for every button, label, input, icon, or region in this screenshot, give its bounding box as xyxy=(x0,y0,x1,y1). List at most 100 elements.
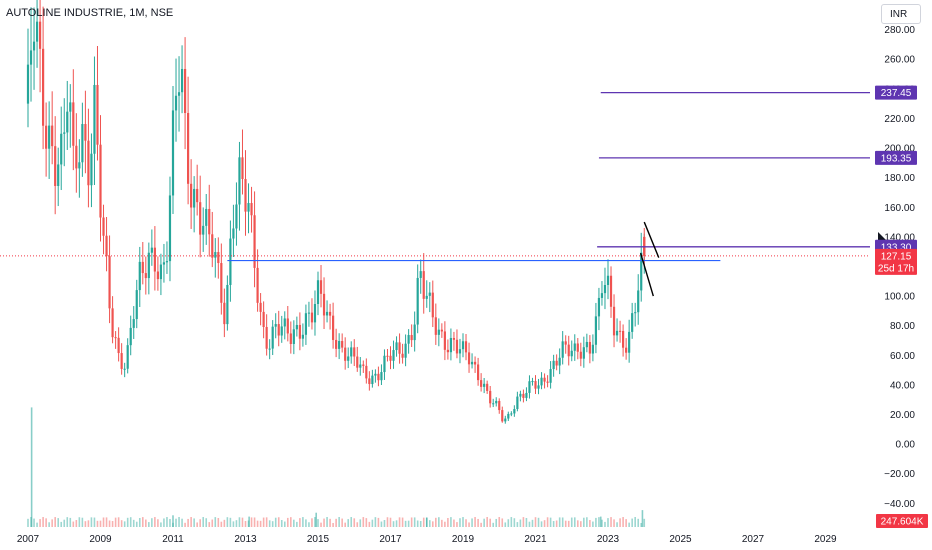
candle-body xyxy=(132,319,135,328)
candle-body xyxy=(631,313,634,332)
volume-bar xyxy=(592,521,594,527)
volume-bar xyxy=(534,517,537,527)
candle-body xyxy=(507,413,510,419)
candle-body xyxy=(606,275,610,286)
candle-body xyxy=(516,396,519,410)
volume-bar xyxy=(323,518,325,527)
volume-bar xyxy=(175,518,177,527)
volume-bar xyxy=(108,520,111,527)
trend-lines[interactable] xyxy=(639,221,886,297)
candle-body xyxy=(501,410,504,422)
candle-body xyxy=(123,368,126,370)
candle-body xyxy=(259,302,262,312)
candle-body xyxy=(443,331,446,350)
candle-body xyxy=(452,337,456,340)
volume-bar xyxy=(353,518,356,527)
candle-body xyxy=(618,330,622,332)
volume-bar xyxy=(93,517,96,527)
candle-body xyxy=(380,372,383,381)
candle-body xyxy=(603,285,607,294)
volume-bar xyxy=(374,517,377,527)
candle-body xyxy=(389,355,392,361)
volume-bar xyxy=(145,519,147,527)
volume-bar xyxy=(428,520,431,527)
candle-body xyxy=(280,326,283,336)
volume-bar xyxy=(564,520,567,527)
candle-body xyxy=(307,312,311,314)
candle-body xyxy=(32,41,36,51)
volume-bar xyxy=(84,521,87,527)
x-tick-label: 2023 xyxy=(597,534,620,545)
volume-bar xyxy=(607,518,609,527)
volume-bar xyxy=(184,522,186,527)
candle-body xyxy=(573,343,576,351)
candle-body xyxy=(486,383,489,391)
candle-body xyxy=(419,271,422,278)
volume-bar xyxy=(344,522,346,527)
volume-bar xyxy=(181,518,183,527)
currency-button[interactable]: INR xyxy=(881,4,921,24)
volume-bar xyxy=(302,517,304,527)
candle-body xyxy=(588,341,591,354)
volume-bar xyxy=(483,518,485,527)
x-tick-label: 2015 xyxy=(307,534,330,545)
candle-body xyxy=(473,361,477,365)
volume-bar xyxy=(111,521,114,527)
volume-bar xyxy=(151,518,153,527)
time-axis[interactable]: 2007 2009 2011 2013 2015 2017 2019 2021 2023 2025… xyxy=(17,534,837,545)
volume-bar xyxy=(54,517,56,527)
candle-body xyxy=(72,102,75,146)
volume-bar xyxy=(271,521,274,527)
volume-bar xyxy=(214,517,217,527)
volume-bar xyxy=(513,518,516,527)
candle-body xyxy=(81,124,84,163)
volume-bar xyxy=(226,517,229,527)
horizontal-levels[interactable] xyxy=(0,91,870,262)
candle-body xyxy=(356,356,359,368)
candle-body xyxy=(543,377,546,382)
volume-bar xyxy=(78,517,81,527)
level-badge-text: 237.45 xyxy=(881,88,912,99)
volume-bar xyxy=(259,520,262,527)
volume-bar xyxy=(586,517,588,527)
volume-spike xyxy=(599,516,602,527)
volume-bar xyxy=(283,521,286,527)
volume-bar xyxy=(528,521,531,527)
volume-bar xyxy=(537,517,540,527)
volume-bar xyxy=(220,521,223,527)
candle-body xyxy=(171,110,175,196)
candle-body xyxy=(609,275,613,307)
candle-body xyxy=(99,144,102,218)
volume-bar xyxy=(190,517,192,527)
volume-bar xyxy=(39,519,41,527)
level-badge xyxy=(875,85,917,100)
volume-bar xyxy=(450,517,452,527)
candle-body xyxy=(338,341,341,349)
candle-body xyxy=(174,95,178,111)
volume-bar xyxy=(371,519,374,527)
candle-body xyxy=(310,312,314,323)
volume-bar xyxy=(383,519,386,527)
volume-bar xyxy=(516,522,519,527)
volume-bar xyxy=(498,517,501,527)
last-price-text: 127.15 xyxy=(881,251,912,262)
volume-bar xyxy=(453,519,455,527)
volume-bar xyxy=(311,518,313,527)
candle-body xyxy=(637,290,640,313)
volume-bar xyxy=(501,518,504,527)
candle-body xyxy=(177,92,181,96)
candle-body xyxy=(319,280,323,294)
candle-body xyxy=(449,337,453,353)
candle-body xyxy=(510,413,513,415)
candle-body xyxy=(162,262,166,265)
volume-bar xyxy=(613,519,615,527)
volume-bar xyxy=(625,519,627,527)
candle-body xyxy=(374,373,377,376)
volume-bar xyxy=(57,518,60,527)
volume-bar xyxy=(87,520,90,527)
volume-bar xyxy=(75,519,78,527)
y-tick-label: 160.00 xyxy=(884,203,915,214)
candle-body xyxy=(250,203,253,216)
